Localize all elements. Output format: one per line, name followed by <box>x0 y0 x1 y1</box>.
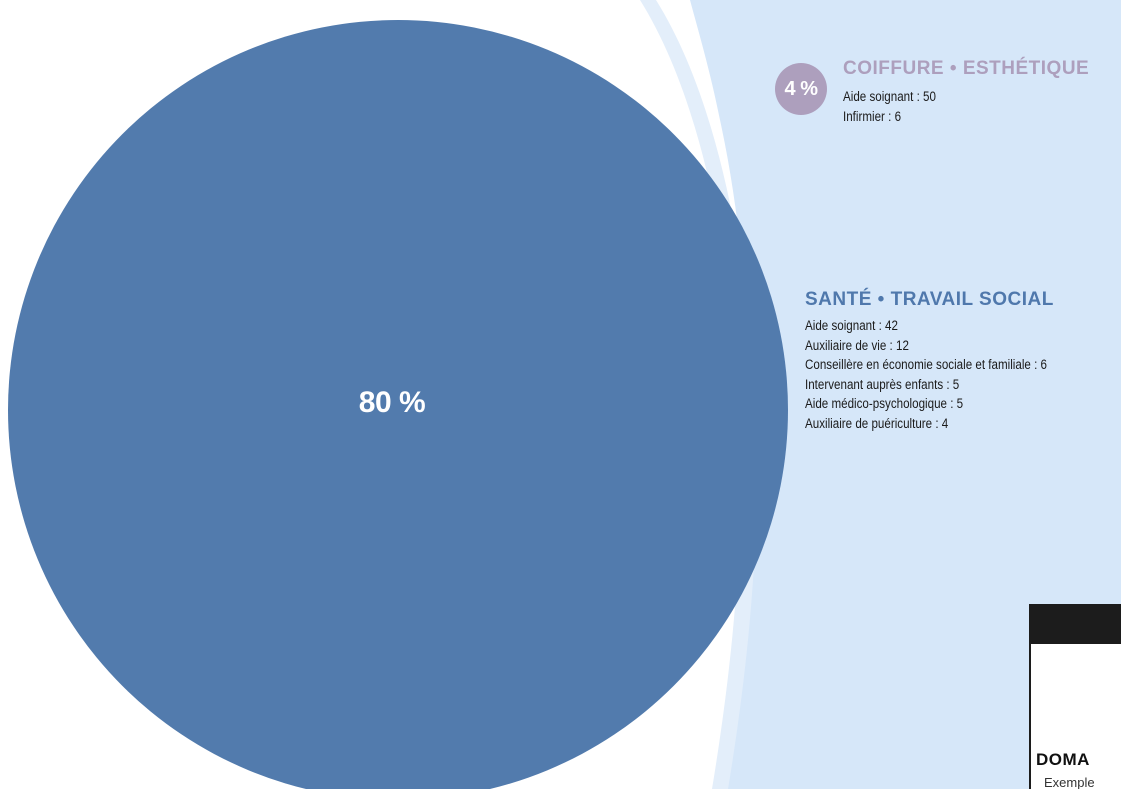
list-item: Intervenant auprès enfants : 5 <box>805 376 960 392</box>
coiffure-category-title: COIFFURE • ESTHÉTIQUE <box>843 58 1090 79</box>
sante-pie-slice: 80 % <box>8 20 788 789</box>
sante-category-title: SANTÉ • TRAVAIL SOCIAL <box>805 289 1054 310</box>
legend-header-bar <box>1029 604 1121 644</box>
list-item: Auxiliaire de puériculture : 4 <box>805 415 949 431</box>
list-item: Conseillère en économie sociale et famil… <box>805 357 1048 372</box>
sante-percent-label: 80 % <box>358 386 426 419</box>
coiffure-percent-label: 4 % <box>784 77 818 100</box>
panel-shape <box>690 0 1121 789</box>
legend-example-label: Exemple <box>1044 775 1095 789</box>
legend-domain-label: DOMA <box>1036 750 1090 769</box>
sante-item-list: Aide soignant : 42 Auxiliaire de vie : 1… <box>805 316 1047 433</box>
list-item: Infirmier : 6 <box>843 108 902 124</box>
legend-box <box>1029 644 1121 789</box>
list-item: Aide soignant : 42 <box>805 318 898 333</box>
coiffure-percent-badge: 4 % <box>775 63 827 115</box>
panel-stripe <box>640 0 758 789</box>
list-item: Aide soignant : 50 <box>843 89 936 104</box>
coiffure-item-list: Aide soignant : 50 Infirmier : 6 <box>843 87 936 126</box>
list-item: Aide médico-psychologique : 5 <box>805 396 964 411</box>
list-item: Auxiliaire de vie : 12 <box>805 337 909 353</box>
